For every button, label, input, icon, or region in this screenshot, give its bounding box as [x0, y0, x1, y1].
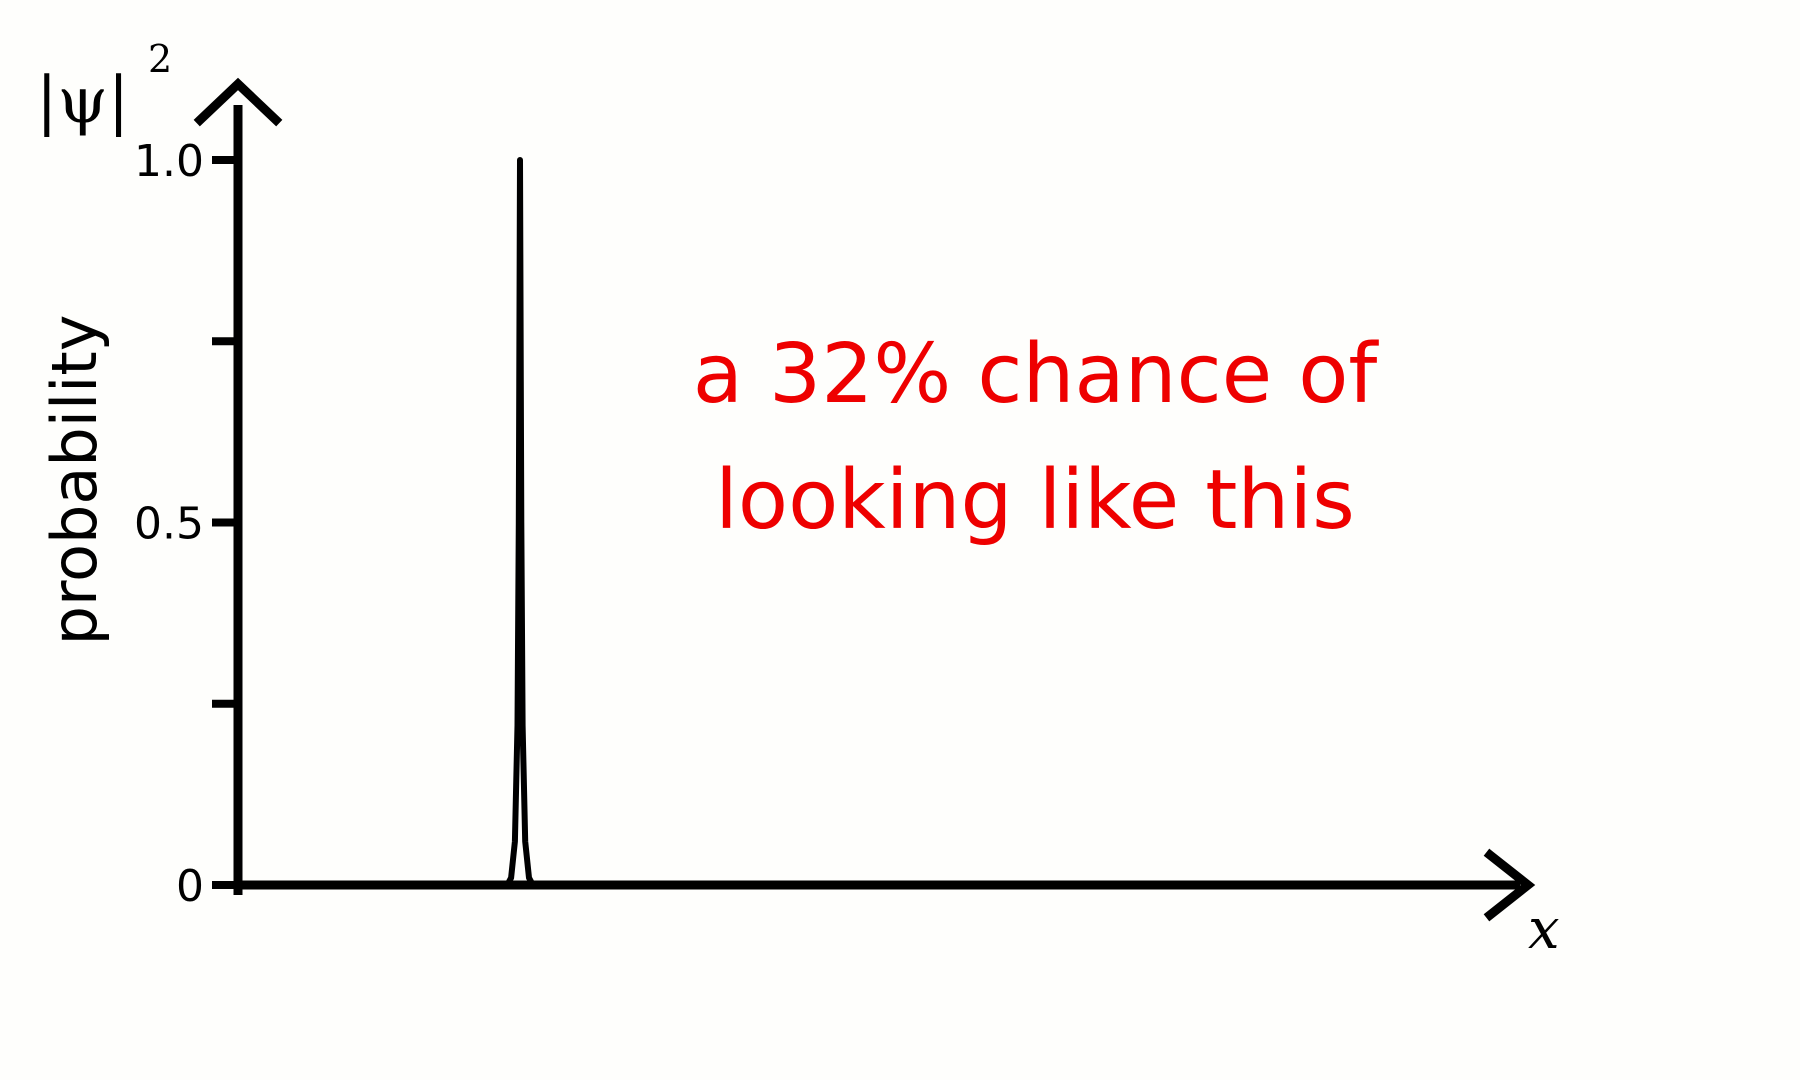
annotation-line-1: a 32% chance of — [693, 327, 1380, 422]
x-axis-arrowhead — [1483, 848, 1536, 922]
x-axis-title: x — [1528, 897, 1560, 962]
y-tick-label-2: 1.0 — [134, 136, 204, 187]
y-tick-label-0: 0 — [176, 861, 204, 912]
y-axis-ticks — [212, 156, 238, 889]
y-axis — [193, 77, 283, 895]
probability-curve — [238, 157, 1520, 888]
y-axis-top-label: |ψ| — [36, 64, 129, 138]
y-axis-arrowhead — [193, 77, 283, 127]
y-tick-label-1: 0.5 — [134, 499, 204, 550]
y-axis-top-label-exponent: 2 — [148, 37, 172, 81]
y-axis-tick-labels: 0 0.5 1.0 — [134, 136, 204, 912]
annotation-line-2: looking like this — [715, 453, 1355, 548]
y-axis-title: probability — [38, 315, 111, 646]
